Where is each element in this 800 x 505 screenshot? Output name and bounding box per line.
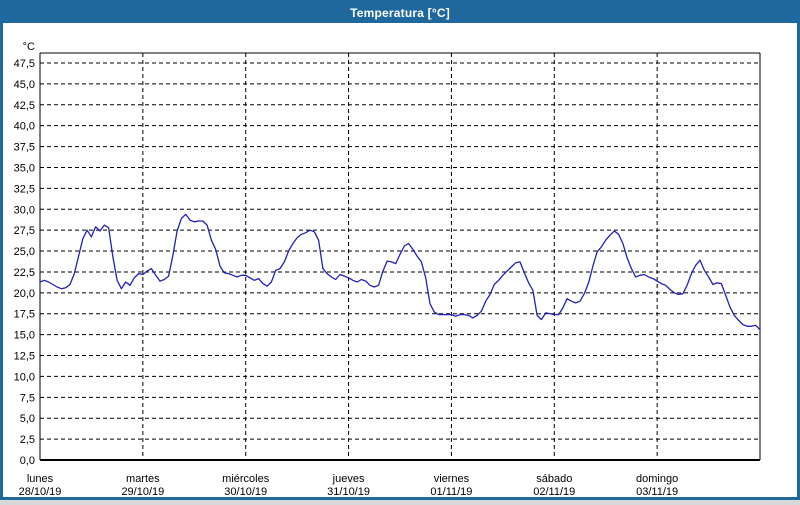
y-tick-label: 37,5	[14, 142, 35, 154]
day-date-label: 30/10/19	[224, 486, 267, 498]
y-tick-label: 17,5	[14, 309, 35, 321]
y-tick-label: 2,5	[20, 434, 35, 446]
title-bar: Temperatura [°C]	[3, 3, 797, 23]
day-date-label: 01/11/19	[430, 486, 472, 498]
day-name-label: martes	[126, 473, 160, 485]
day-name-label: miércoles	[222, 473, 270, 485]
y-tick-label: 12,5	[14, 351, 35, 363]
plot-border	[39, 52, 761, 461]
y-tick-label: 0,0	[20, 455, 35, 467]
y-tick-label: 47,5	[14, 58, 35, 70]
day-date-label: 29/10/19	[121, 486, 164, 498]
day-name-label: lunes	[27, 473, 54, 485]
gridlines	[40, 53, 760, 460]
day-date-label: 31/10/19	[327, 486, 370, 498]
y-tick-label: 40,0	[14, 121, 35, 133]
y-tick-label: 32,5	[14, 183, 35, 195]
y-tick-label: 35,0	[14, 162, 35, 174]
y-tick-label: 22,5	[14, 267, 35, 279]
y-axis-labels: 0,0 2,5 5,0 7,5 10,0 12,5 15,0 17,5 20,0 22,5 25,0…	[14, 41, 35, 467]
day-date-label: 03/11/19	[636, 486, 678, 498]
y-tick-label: 27,5	[14, 225, 35, 237]
day-name-label: viernes	[434, 473, 470, 485]
y-tick-label: 20,0	[14, 288, 35, 300]
window-title: Temperatura [°C]	[350, 6, 450, 20]
day-date-label: 02/11/19	[533, 486, 575, 498]
y-tick-label: 25,0	[14, 246, 35, 258]
y-tick-label: 15,0	[14, 330, 35, 342]
day-name-label: jueves	[332, 473, 365, 485]
y-tick-label: 42,5	[14, 100, 35, 112]
chart-container: 0,0 2,5 5,0 7,5 10,0 12,5 15,0 17,5 20,0 22,5 25,0…	[3, 23, 797, 498]
day-date-label: 28/10/19	[19, 486, 62, 498]
y-axis-unit-label: °C	[23, 41, 35, 53]
temperature-chart: 0,0 2,5 5,0 7,5 10,0 12,5 15,0 17,5 20,0 22,5 25,0…	[14, 41, 761, 498]
day-name-label: sábado	[536, 473, 572, 485]
y-tick-label: 5,0	[20, 413, 35, 425]
y-tick-label: 45,0	[14, 79, 35, 91]
temperature-series-line	[39, 213, 761, 331]
y-tick-label: 30,0	[14, 204, 35, 216]
y-tick-label: 7,5	[20, 392, 35, 404]
y-tick-label: 10,0	[14, 371, 35, 383]
day-name-label: domingo	[636, 473, 678, 485]
